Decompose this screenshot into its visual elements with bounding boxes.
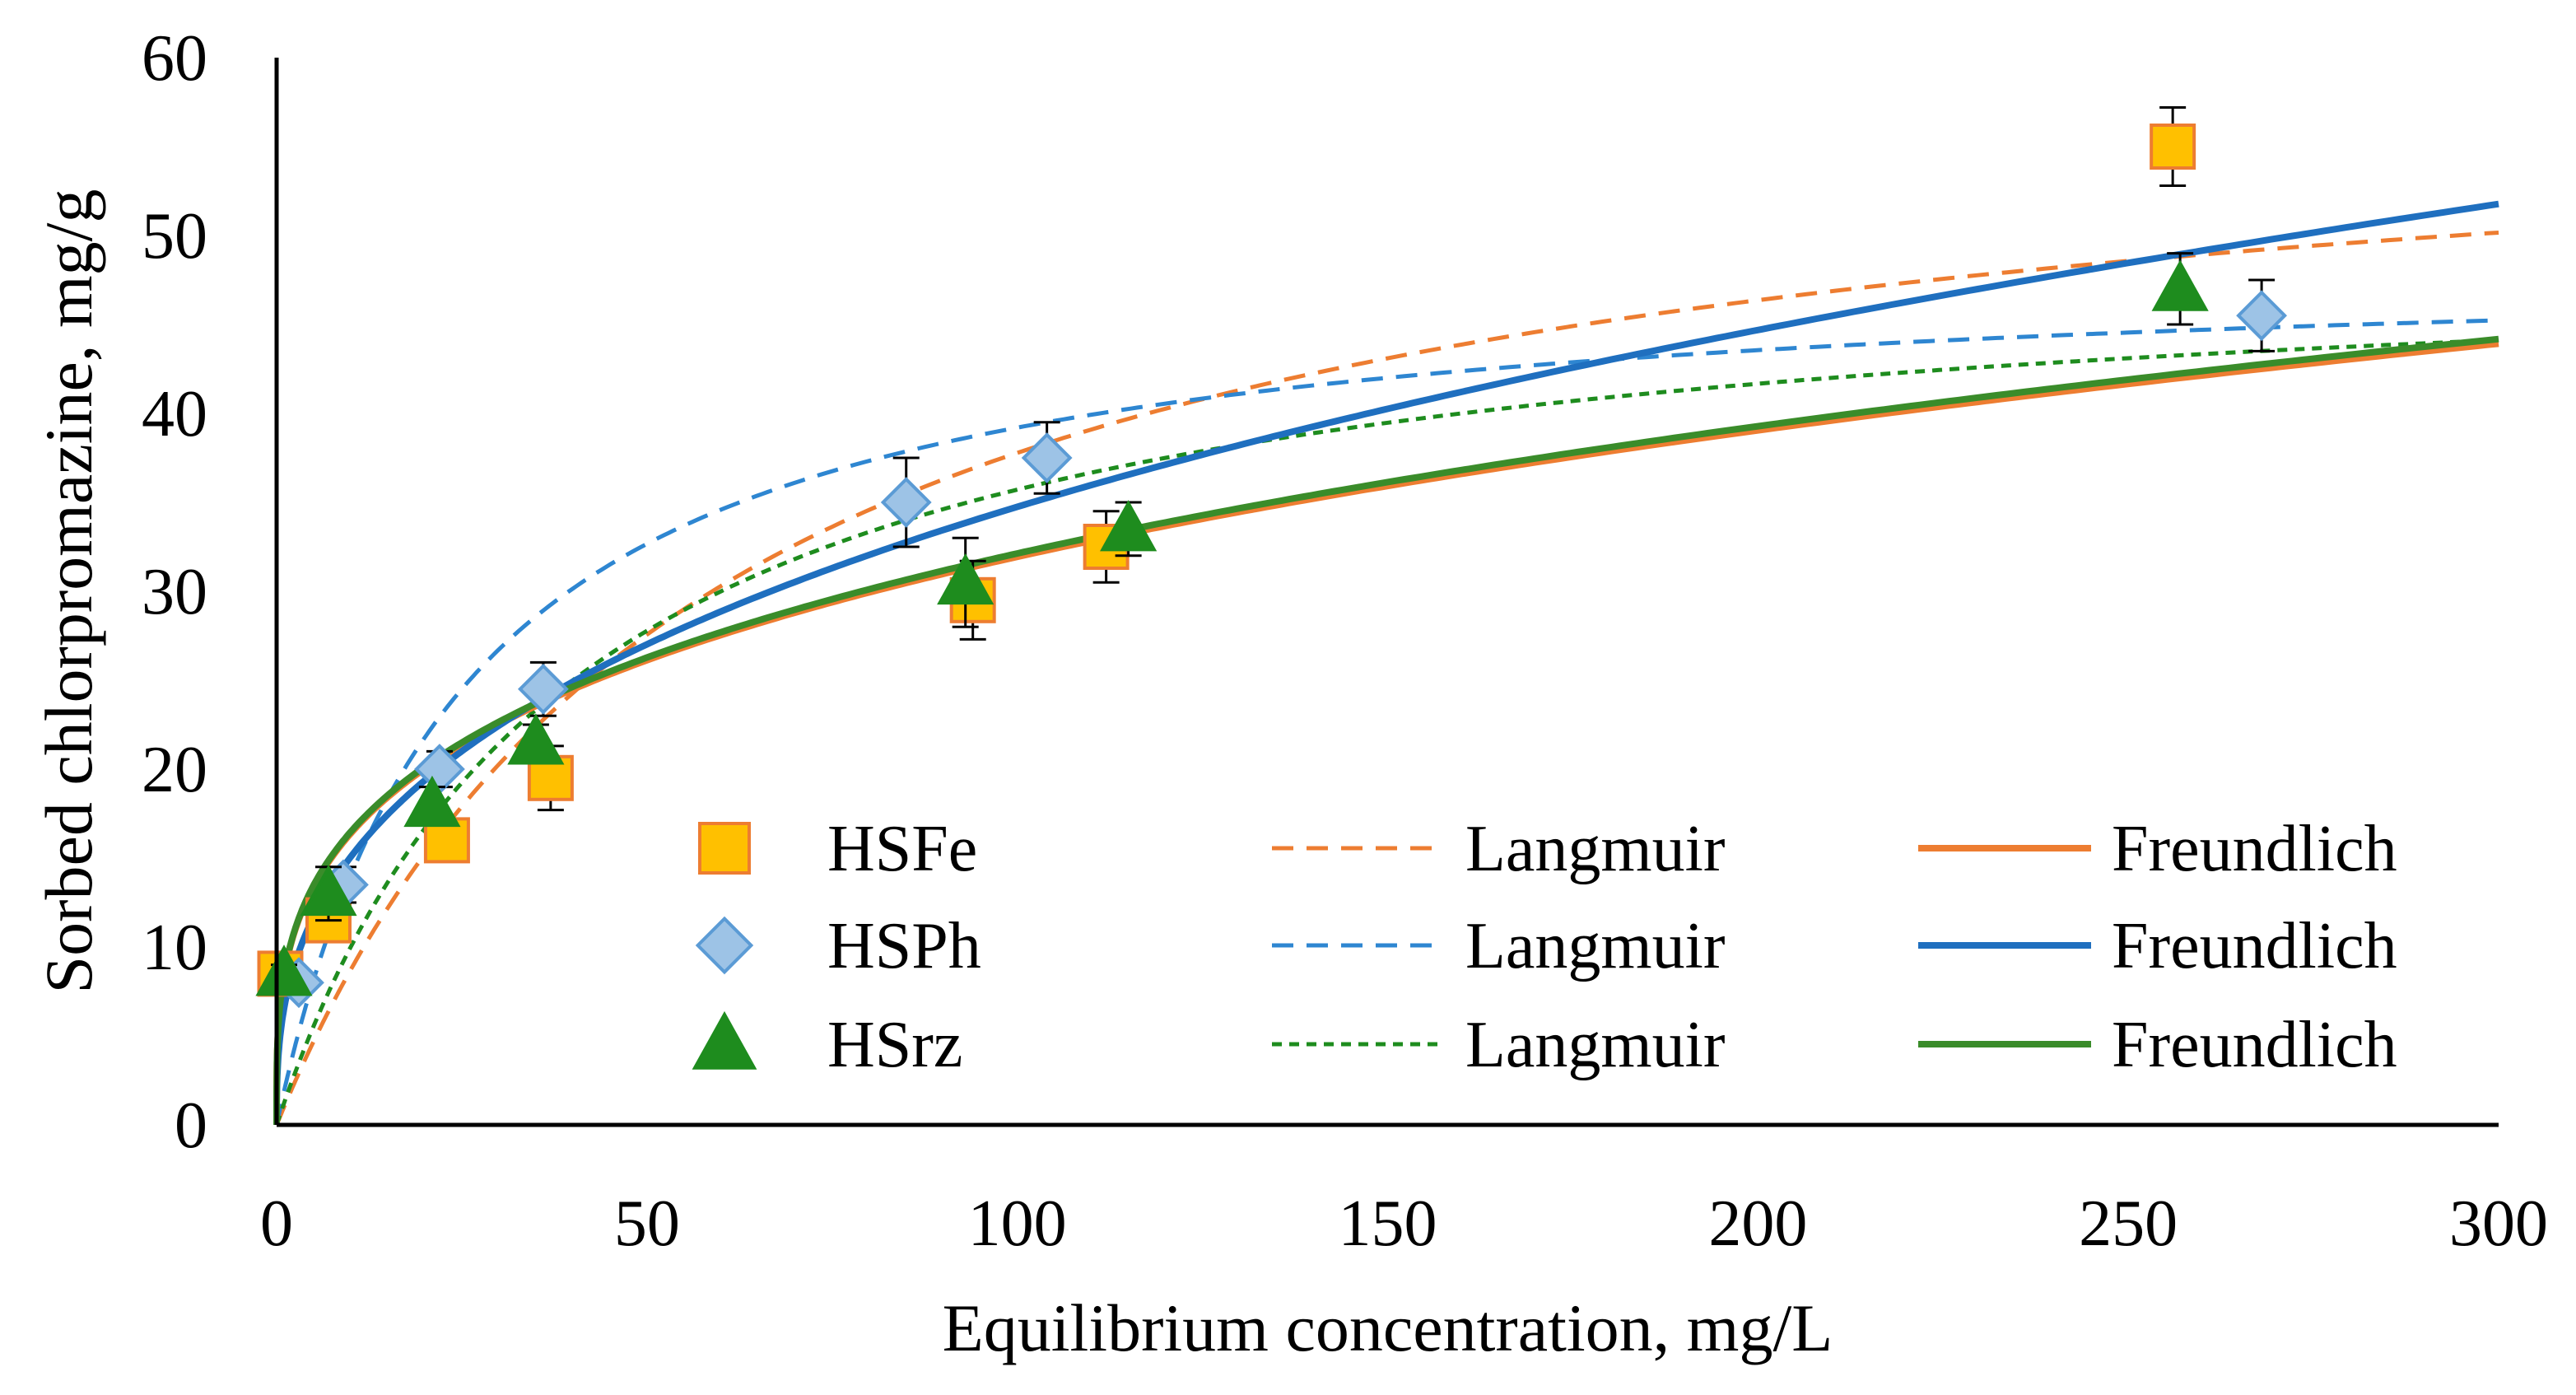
data-point-hsrz bbox=[403, 775, 461, 828]
langmuir-curve bbox=[274, 231, 2499, 1127]
legend-item: Freundlich bbox=[1918, 1009, 2397, 1081]
langmuir-curve bbox=[274, 338, 2499, 1127]
data-point-hsrz bbox=[937, 553, 995, 605]
y-tick-label: 40 bbox=[142, 378, 207, 450]
legend-item: HSrz bbox=[692, 1009, 962, 1081]
freundlich-curve bbox=[273, 340, 2499, 1125]
x-tick-label: 100 bbox=[968, 1187, 1067, 1260]
fit-curves bbox=[273, 200, 2499, 1127]
data-point-hsph bbox=[880, 477, 932, 528]
x-tick-label: 50 bbox=[614, 1187, 680, 1260]
data-points bbox=[255, 105, 2288, 1009]
legend-label: Langmuir bbox=[1465, 910, 1725, 982]
legend-item: Langmuir bbox=[1272, 1009, 1725, 1081]
data-point-hsph bbox=[517, 663, 569, 715]
data-point-hsph bbox=[1021, 432, 1073, 483]
legend-marker bbox=[692, 1010, 757, 1070]
data-point-hsrz bbox=[255, 945, 313, 996]
x-tick-label: 150 bbox=[1339, 1187, 1437, 1260]
axes bbox=[274, 58, 2499, 1127]
legend-item: Langmuir bbox=[1272, 813, 1725, 885]
legend: HSFe Langmuir Freundlich HSPh Langmuir Freund… bbox=[692, 813, 2397, 1081]
legend-label: Langmuir bbox=[1465, 1009, 1725, 1081]
y-tick-label: 30 bbox=[142, 556, 207, 628]
x-tick-label: 250 bbox=[2079, 1187, 2178, 1260]
legend-item: Freundlich bbox=[1918, 910, 2397, 982]
langmuir-curve bbox=[274, 318, 2499, 1127]
legend-label: HSPh bbox=[827, 910, 981, 982]
freundlich-curve bbox=[273, 335, 2499, 1125]
tick-labels: 0 50 100 150 200 250 300 0 10 20 30 40 50 60 bbox=[142, 22, 2548, 1260]
x-tick-label: 300 bbox=[2449, 1187, 2548, 1260]
y-tick-label: 50 bbox=[142, 200, 207, 273]
legend-item: Freundlich bbox=[1918, 813, 2397, 885]
legend-item: HSPh bbox=[695, 910, 981, 982]
data-point-hsrz bbox=[1100, 500, 1158, 552]
data-point-hsfe bbox=[2150, 124, 2196, 170]
legend-label: Freundlich bbox=[2112, 813, 2397, 885]
x-axis-title: Equilibrium concentration, mg/L bbox=[943, 1290, 1833, 1365]
x-tick-label: 200 bbox=[1708, 1187, 1807, 1260]
data-point-hsph bbox=[2236, 290, 2288, 342]
y-tick-label: 10 bbox=[142, 912, 207, 984]
legend-item: HSFe bbox=[698, 813, 977, 885]
x-tick-label: 0 bbox=[260, 1187, 293, 1260]
y-axis-title: Sorbed chlorpromazine, mg/g bbox=[31, 189, 106, 994]
legend-label: HSFe bbox=[827, 813, 977, 885]
legend-label: HSrz bbox=[827, 1009, 962, 1081]
data-point-hsrz bbox=[507, 713, 565, 765]
legend-marker bbox=[698, 822, 751, 875]
legend-label: Freundlich bbox=[2112, 1009, 2397, 1081]
legend-item: Langmuir bbox=[1272, 910, 1725, 982]
freundlich-curve bbox=[273, 200, 2499, 1125]
y-tick-label: 60 bbox=[142, 22, 207, 95]
y-tick-label: 0 bbox=[175, 1089, 207, 1162]
data-point-hsrz bbox=[300, 864, 357, 917]
legend-marker bbox=[695, 916, 754, 975]
legend-label: Langmuir bbox=[1465, 813, 1725, 885]
y-tick-label: 20 bbox=[142, 734, 207, 806]
data-point-hsrz bbox=[2151, 259, 2209, 311]
legend-label: Freundlich bbox=[2112, 910, 2397, 982]
